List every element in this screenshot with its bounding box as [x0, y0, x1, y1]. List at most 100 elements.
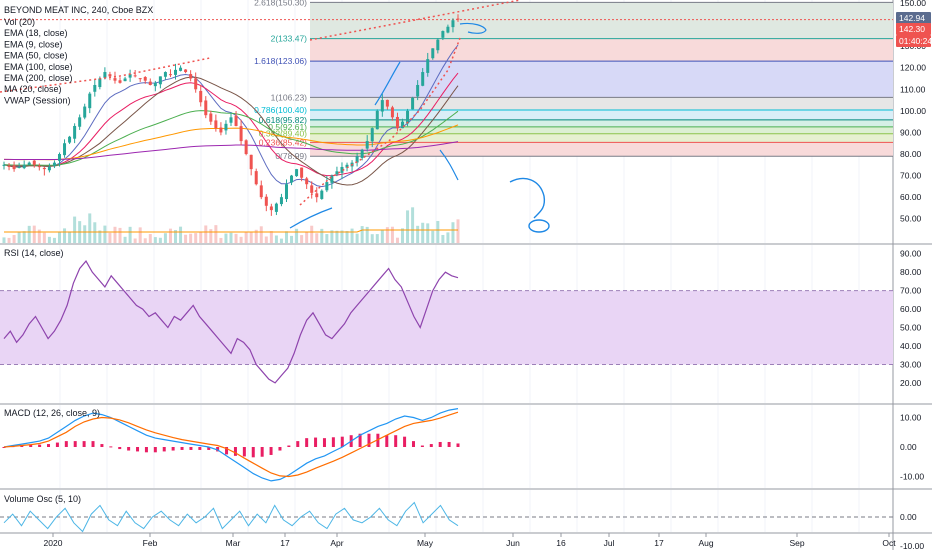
candle-body[interactable] [113, 78, 117, 81]
candle-body[interactable] [199, 90, 203, 103]
candle-body[interactable] [17, 166, 21, 168]
candle-body[interactable] [224, 123, 228, 131]
candle-body[interactable] [148, 81, 152, 85]
candle-body[interactable] [395, 116, 399, 129]
candle-body[interactable] [189, 74, 193, 79]
candle-body[interactable] [57, 154, 61, 161]
candle-body[interactable] [416, 84, 420, 97]
freehand-stroke[interactable] [509, 177, 546, 219]
candle-body[interactable] [27, 162, 31, 165]
candle-body[interactable] [431, 48, 435, 59]
candle-body[interactable] [279, 197, 283, 205]
candle-body[interactable] [340, 166, 344, 173]
trend-line-upper[interactable] [0, 57, 211, 93]
candle-body[interactable] [103, 72, 107, 78]
candle-body[interactable] [335, 171, 339, 175]
freehand-stroke[interactable] [289, 207, 333, 229]
candle-body[interactable] [37, 166, 41, 168]
candle-body[interactable] [290, 175, 294, 183]
candle-body[interactable] [88, 93, 92, 109]
candle-body[interactable] [163, 72, 167, 77]
candle-body[interactable] [269, 206, 273, 211]
candle-body[interactable] [385, 99, 389, 107]
candle-body[interactable] [370, 128, 374, 142]
candle-body[interactable] [451, 20, 455, 28]
candle-body[interactable] [214, 120, 218, 129]
candle-body[interactable] [204, 100, 208, 116]
candle-body[interactable] [310, 185, 314, 193]
candle-body[interactable] [229, 117, 233, 123]
candle-body[interactable] [249, 154, 253, 170]
candle-body[interactable] [108, 74, 112, 77]
candle-body[interactable] [78, 117, 82, 127]
candle-body[interactable] [52, 162, 56, 166]
candle-body[interactable] [168, 74, 172, 76]
candle-body[interactable] [330, 175, 334, 183]
candle-body[interactable] [158, 76, 162, 85]
candle-body[interactable] [2, 164, 6, 166]
candle-body[interactable] [153, 82, 157, 87]
candle-body[interactable] [300, 167, 304, 178]
candle-body[interactable] [179, 67, 183, 71]
candle-body[interactable] [73, 125, 77, 139]
candle-body[interactable] [295, 169, 299, 177]
candle-body[interactable] [360, 149, 364, 158]
candle-body[interactable] [98, 78, 102, 88]
candle-body[interactable] [446, 26, 450, 33]
trend-line-channel[interactable] [309, 0, 521, 41]
trend-line-rise[interactable] [299, 37, 461, 206]
candle-body[interactable] [239, 126, 243, 142]
candle-body[interactable] [421, 72, 425, 86]
candle-body[interactable] [365, 141, 369, 149]
candle-body[interactable] [83, 106, 87, 118]
freehand-stroke[interactable] [374, 61, 401, 106]
candle-body[interactable] [401, 121, 405, 129]
candle-body[interactable] [254, 171, 258, 185]
candle-body[interactable] [68, 136, 72, 143]
candle-body[interactable] [128, 74, 132, 78]
freehand-ellipse[interactable] [528, 219, 550, 233]
candle-body[interactable] [259, 185, 263, 198]
candle-body[interactable] [320, 190, 324, 199]
candle-body[interactable] [174, 69, 178, 75]
candle-body[interactable] [7, 165, 11, 167]
candle-body[interactable] [209, 113, 213, 122]
candle-body[interactable] [93, 84, 97, 92]
candle-body[interactable] [315, 193, 319, 198]
candle-body[interactable] [143, 77, 147, 81]
candle-body[interactable] [441, 31, 445, 38]
candle-body[interactable] [22, 164, 26, 169]
candle-body[interactable] [244, 140, 248, 155]
candle-body[interactable] [355, 156, 359, 163]
candle-body[interactable] [390, 107, 394, 118]
candle-body[interactable] [436, 39, 440, 51]
candle-body[interactable] [63, 143, 67, 156]
candle-body[interactable] [12, 165, 16, 170]
candle-body[interactable] [184, 69, 188, 73]
candle-body[interactable] [234, 115, 238, 126]
candle-body[interactable] [274, 203, 278, 212]
candle-body[interactable] [345, 164, 349, 168]
candle-body[interactable] [325, 182, 329, 191]
candle-body[interactable] [375, 110, 379, 130]
candle-body[interactable] [194, 78, 198, 90]
candle-body[interactable] [456, 18, 460, 20]
candle-body[interactable] [284, 184, 288, 200]
candle-body[interactable] [32, 160, 36, 165]
candle-body[interactable] [133, 75, 137, 77]
candle-body[interactable] [264, 196, 268, 206]
freehand-stroke[interactable] [439, 149, 459, 181]
freehand-stroke[interactable] [459, 22, 487, 34]
candle-body[interactable] [305, 178, 309, 185]
candle-body[interactable] [118, 80, 122, 83]
candle-body[interactable] [123, 78, 127, 82]
candle-body[interactable] [42, 167, 46, 170]
candle-body[interactable] [406, 110, 410, 124]
candle-body[interactable] [138, 78, 142, 80]
candle-body[interactable] [47, 166, 51, 171]
candle-body[interactable] [219, 127, 223, 133]
candle-body[interactable] [426, 59, 430, 73]
candle-body[interactable] [380, 100, 384, 112]
candle-body[interactable] [411, 97, 415, 110]
